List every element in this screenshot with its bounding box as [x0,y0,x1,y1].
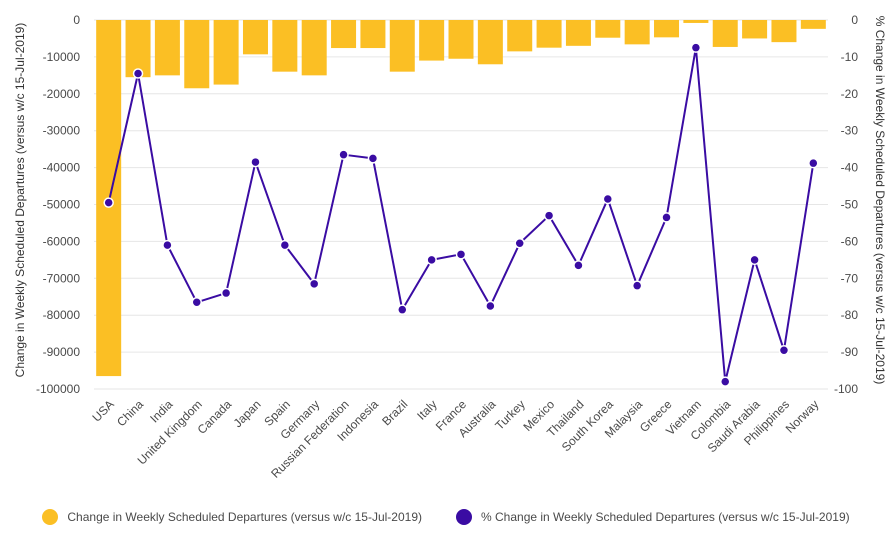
legend-swatch-bar [42,509,59,525]
point-saudi-arabia[interactable] [749,254,760,266]
bar-greece[interactable] [654,20,680,38]
left-tick-label: -90000 [43,345,81,359]
bar-thailand[interactable] [565,20,591,46]
bar-south-korea[interactable] [595,20,621,38]
bar-spain[interactable] [272,20,298,72]
bar-norway[interactable] [800,20,826,29]
bar-canada[interactable] [213,20,239,85]
right-tick-label: -10 [841,50,859,64]
point-thailand[interactable] [573,260,584,271]
point-australia[interactable] [485,300,496,312]
right-axis-ticks: 0 -10 -20 -30 -40 -50 -60 -70 -80 -90 -100 [834,13,858,396]
point-united-kingdom[interactable] [191,297,203,308]
point-japan[interactable] [250,156,261,168]
legend-label-percent: % Change in Weekly Scheduled Departures … [481,510,850,524]
right-axis-title: % Change in Weekly Scheduled Departures … [873,16,887,385]
point-spain[interactable] [279,239,291,251]
bar-united-kingdom[interactable] [184,20,210,89]
point-philippines[interactable] [778,345,790,356]
bar-philippines[interactable] [771,20,797,43]
legend-item-percent[interactable]: % Change in Weekly Scheduled Departures … [456,509,850,525]
left-tick-label: -70000 [43,271,81,285]
point-brazil[interactable] [397,304,408,315]
bar-brazil[interactable] [389,20,415,72]
point-germany[interactable] [308,278,320,290]
right-tick-label: -40 [841,161,859,175]
point-south-korea[interactable] [602,193,614,205]
left-tick-label: -10000 [43,50,81,64]
percent-change-line [107,46,815,383]
point-china[interactable] [132,68,144,79]
left-axis-title: Change in Weekly Scheduled Departures (v… [13,23,27,378]
bar-malaysia[interactable] [624,20,650,45]
legend: Change in Weekly Scheduled Departures (v… [0,507,892,527]
right-tick-label: -90 [841,345,859,359]
bar-russian-federation[interactable] [331,20,357,49]
point-canada[interactable] [220,287,232,299]
line-series [103,42,819,387]
bar-indonesia[interactable] [360,20,386,49]
left-tick-label: -100000 [36,382,80,396]
right-tick-label: -70 [841,271,859,285]
right-tick-label: -100 [834,382,858,396]
bar-turkey[interactable] [507,20,533,52]
right-tick-label: -80 [841,308,859,322]
point-mexico[interactable] [543,210,555,221]
point-indonesia[interactable] [367,153,379,164]
right-tick-label: -20 [841,87,859,101]
point-france[interactable] [455,249,467,260]
left-tick-label: -50000 [43,198,81,212]
bar-japan[interactable] [242,20,268,55]
point-malaysia[interactable] [631,280,643,291]
bar-vietnam[interactable] [683,20,709,23]
point-italy[interactable] [426,254,437,266]
legend-swatch-line [456,509,472,525]
right-tick-label: -30 [841,124,859,138]
bar-china[interactable] [125,20,151,78]
bar-india[interactable] [154,20,180,76]
bar-saudi-arabia[interactable] [742,20,768,39]
left-tick-label: 0 [73,13,80,27]
point-india[interactable] [162,239,173,251]
bar-mexico[interactable] [536,20,562,48]
x-tick-label: Norway [783,397,822,436]
left-tick-label: -60000 [43,234,81,248]
point-norway[interactable] [808,157,819,169]
x-tick-label: Japan [231,397,264,430]
x-tick-label: China [114,397,146,429]
bar-germany[interactable] [301,20,327,76]
point-usa[interactable] [103,197,114,208]
bar-series [96,20,826,377]
bar-italy[interactable] [419,20,445,61]
right-tick-label: 0 [851,13,858,27]
point-colombia[interactable] [719,376,731,387]
left-tick-label: -20000 [43,87,81,101]
right-tick-label: -50 [841,198,859,212]
legend-item-departures[interactable]: Change in Weekly Scheduled Departures (v… [42,509,422,525]
left-axis-ticks: 0 -10000 -20000 -30000 -40000 -50000 -60000 -70… [36,13,80,396]
left-tick-label: -80000 [43,308,81,322]
x-tick-label: USA [89,397,116,424]
point-greece[interactable] [661,212,672,223]
bar-australia[interactable] [477,20,503,65]
point-russian-federation[interactable] [338,149,349,160]
x-tick-label: Italy [414,397,439,422]
point-vietnam[interactable] [690,42,702,53]
right-tick-label: -60 [841,234,859,248]
legend-label-departures: Change in Weekly Scheduled Departures (v… [67,510,422,524]
x-tick-label: Brazil [379,397,410,428]
bar-colombia[interactable] [712,20,738,47]
left-tick-label: -30000 [43,124,81,138]
bar-france[interactable] [448,20,474,59]
left-tick-label: -40000 [43,161,81,175]
point-turkey[interactable] [514,237,525,249]
